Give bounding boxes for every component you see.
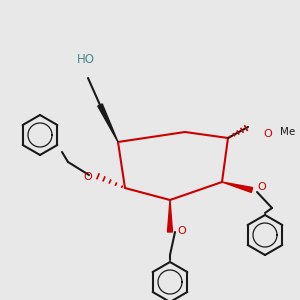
Text: Me: Me <box>280 127 295 137</box>
Polygon shape <box>167 200 172 232</box>
Polygon shape <box>98 104 118 142</box>
Text: O: O <box>177 226 186 236</box>
Polygon shape <box>222 182 253 192</box>
Text: O: O <box>257 182 266 192</box>
Text: HO: HO <box>77 53 95 66</box>
Text: O: O <box>264 129 272 139</box>
Text: O: O <box>83 172 92 182</box>
